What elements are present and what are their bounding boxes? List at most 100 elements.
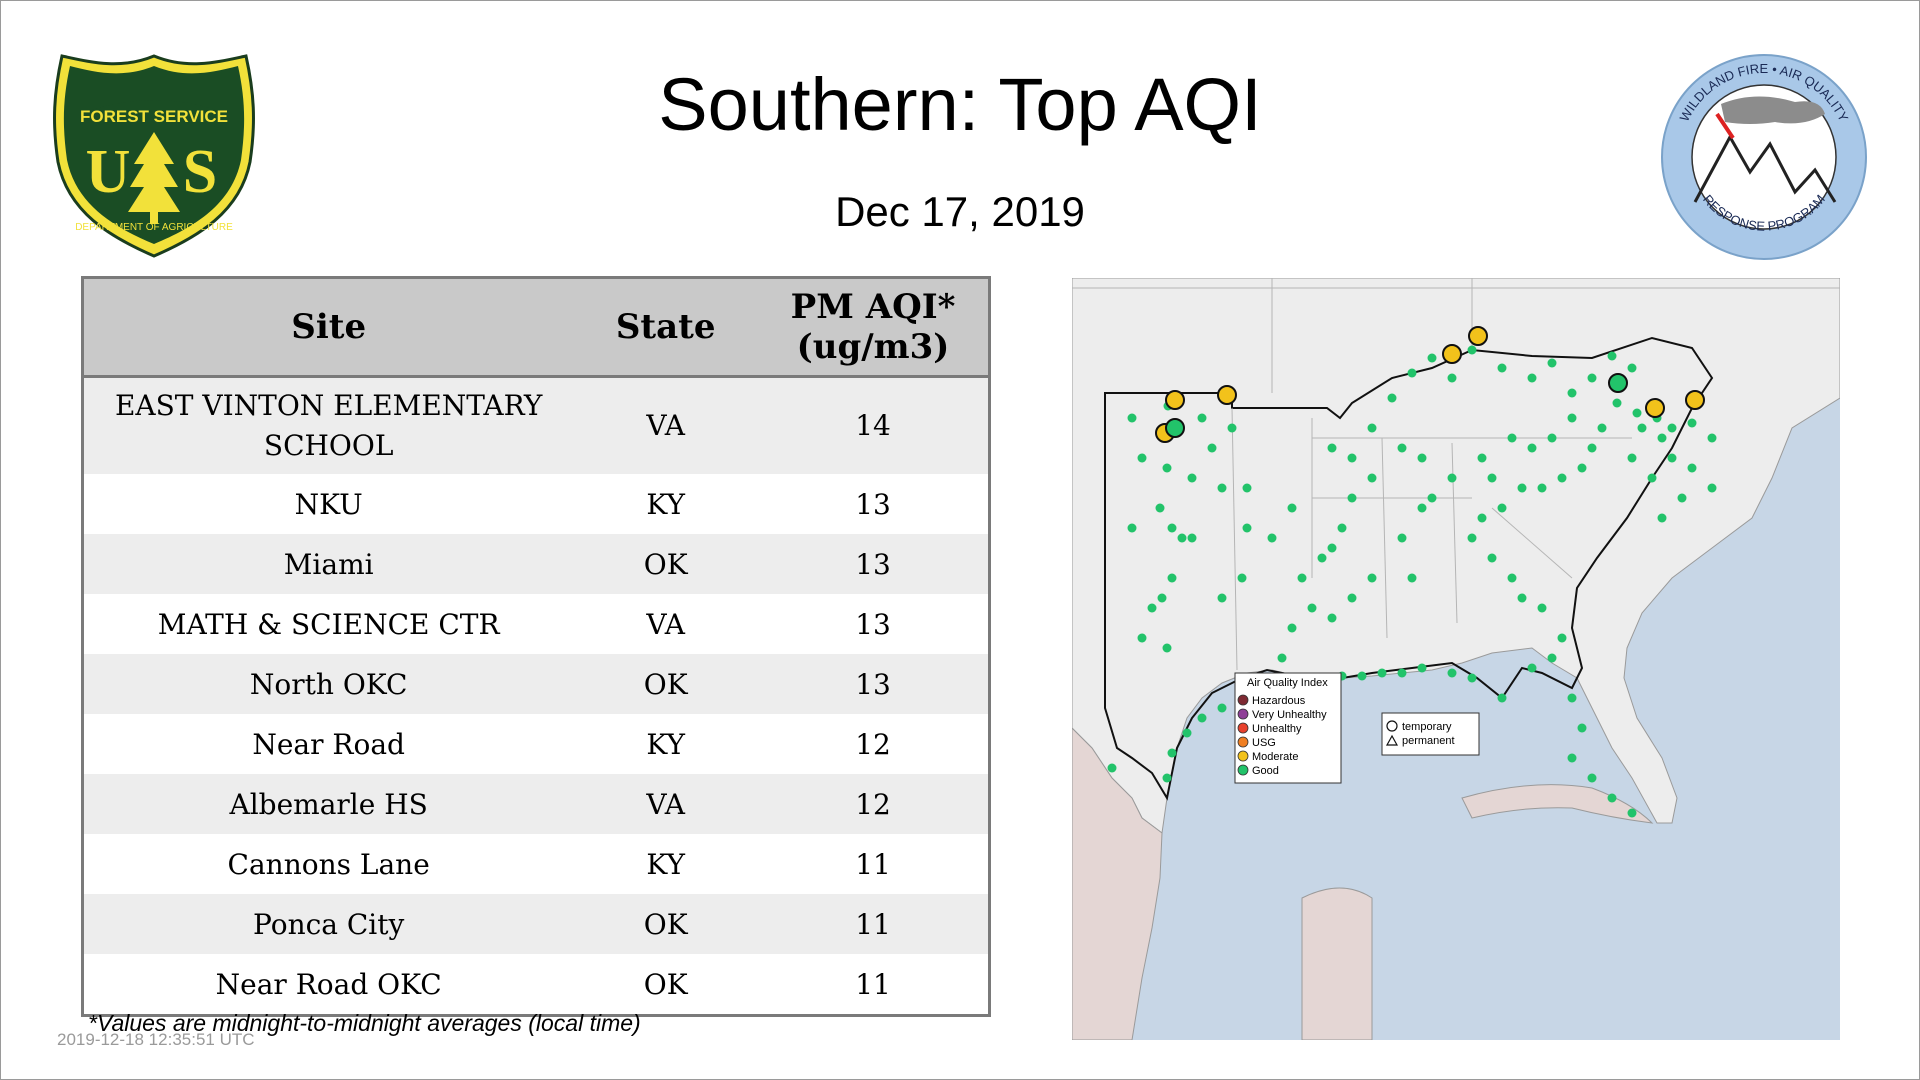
legend-items: Hazardous Very Unhealthy Unhealthy USG Moder… bbox=[1237, 694, 1327, 777]
state-cell: VA bbox=[573, 376, 759, 474]
monitor-dot-good bbox=[1567, 753, 1577, 763]
monitor-dot-good bbox=[1267, 533, 1277, 543]
monitor-dot-good bbox=[1417, 453, 1427, 463]
state-lines bbox=[1072, 278, 1840, 671]
monitor-temporary-good bbox=[1608, 373, 1628, 393]
monitor-temporary-good bbox=[1165, 418, 1185, 438]
monitor-dot-good bbox=[1327, 543, 1337, 553]
legend-permanent: permanent bbox=[1402, 735, 1455, 747]
table-row: Cannons Lane KY 11 bbox=[82, 834, 990, 894]
aqi-legend: Air Quality Index Hazardous Very Unhealth… bbox=[1234, 672, 1342, 784]
header-pm-aqi: PM AQI* (ug/m3) bbox=[758, 277, 990, 378]
monitor-dot-good bbox=[1587, 443, 1597, 453]
monitor-dot-good bbox=[1637, 423, 1647, 433]
monitor-dot-good bbox=[1427, 493, 1437, 503]
monitor-dot-good bbox=[1157, 593, 1167, 603]
monitor-dot-good bbox=[1162, 643, 1172, 653]
monitor-dot-good bbox=[1162, 463, 1172, 473]
monitor-dot-good bbox=[1177, 533, 1187, 543]
state-cell: VA bbox=[573, 594, 759, 654]
monitor-temporary-moderate bbox=[1165, 390, 1185, 410]
aqi-map: Air Quality Index Hazardous Very Unhealth… bbox=[1072, 278, 1840, 1040]
monitor-dot-good bbox=[1687, 463, 1697, 473]
monitor-dot-good bbox=[1367, 423, 1377, 433]
header-pm-aqi-line1: PM AQI* bbox=[790, 287, 956, 327]
monitor-dot-good bbox=[1217, 703, 1227, 713]
legend-label: Good bbox=[1252, 765, 1279, 777]
monitor-dot-good bbox=[1407, 368, 1417, 378]
monitor-dot-good bbox=[1107, 763, 1117, 773]
monitor-dot-good bbox=[1187, 473, 1197, 483]
monitor-dot-good bbox=[1197, 413, 1207, 423]
monitor-dot-good bbox=[1557, 633, 1567, 643]
monitor-dot-good bbox=[1357, 671, 1367, 681]
monitor-dot-good bbox=[1327, 443, 1337, 453]
monitor-dot-good bbox=[1547, 358, 1557, 368]
monitor-dot-good bbox=[1167, 523, 1177, 533]
monitor-dot-good bbox=[1447, 668, 1457, 678]
region-outline bbox=[1104, 336, 1714, 801]
monitor-dot-good bbox=[1667, 423, 1677, 433]
monitor-dot-good bbox=[1567, 413, 1577, 423]
page-title: Southern: Top AQI bbox=[658, 63, 1262, 146]
monitor-dot-good bbox=[1627, 808, 1637, 818]
monitor-dot-good bbox=[1155, 503, 1165, 513]
monitor-dot-good bbox=[1497, 503, 1507, 513]
aqi-cell: 11 bbox=[758, 834, 990, 894]
monitor-temporary-moderate bbox=[1217, 385, 1237, 405]
monitor-dot-good bbox=[1567, 693, 1577, 703]
site-cell: EAST VINTON ELEMENTARY SCHOOL bbox=[82, 376, 574, 474]
monitor-temporary-moderate bbox=[1645, 398, 1665, 418]
legend-temporary: temporary bbox=[1402, 721, 1452, 733]
monitor-dot-good bbox=[1627, 453, 1637, 463]
site-cell: Albemarle HS bbox=[82, 774, 574, 834]
site-cell: Miami bbox=[82, 534, 574, 594]
state-cell: OK bbox=[573, 954, 759, 1016]
monitor-dot-good bbox=[1517, 593, 1527, 603]
monitor-dot-good bbox=[1567, 388, 1577, 398]
monitor-dot-good bbox=[1237, 573, 1247, 583]
svg-text:DEPARTMENT OF AGRICULTURE: DEPARTMENT OF AGRICULTURE bbox=[75, 222, 233, 233]
temporary-circle-icon bbox=[1386, 720, 1398, 732]
monitor-dot-good bbox=[1477, 453, 1487, 463]
monitor-dot-good bbox=[1587, 773, 1597, 783]
site-cell: MATH & SCIENCE CTR bbox=[82, 594, 574, 654]
header-state: State bbox=[573, 277, 759, 378]
monitor-dot-good bbox=[1347, 493, 1357, 503]
aqi-cell: 12 bbox=[758, 714, 990, 774]
header-pm-aqi-line2: (ug/m3) bbox=[796, 327, 950, 367]
report-date: Dec 17, 2019 bbox=[835, 188, 1085, 235]
state-cell: KY bbox=[573, 834, 759, 894]
wildland-fire-air-quality-logo: WILDLAND FIRE • AIR QUALITY RESPONSE PRO… bbox=[1661, 54, 1867, 260]
monitor-dot-good bbox=[1517, 483, 1527, 493]
monitor-dot-good bbox=[1537, 603, 1547, 613]
yucatan-land bbox=[1301, 887, 1373, 1040]
monitor-dot-good bbox=[1477, 513, 1487, 523]
table-row: EAST VINTON ELEMENTARY SCHOOL VA 14 bbox=[82, 376, 990, 474]
legend-label: Hazardous bbox=[1252, 695, 1306, 707]
footnote: *Values are midnight-to-midnight average… bbox=[88, 1010, 641, 1036]
legend-swatch-good bbox=[1237, 764, 1249, 776]
state-cell: KY bbox=[573, 474, 759, 534]
table-row: North OKC OK 13 bbox=[82, 654, 990, 714]
site-cell: Ponca City bbox=[82, 894, 574, 954]
monitor-dot-good bbox=[1207, 443, 1217, 453]
monitor-dot-good bbox=[1407, 573, 1417, 583]
monitor-dot-good bbox=[1707, 483, 1717, 493]
monitor-dot-good bbox=[1397, 533, 1407, 543]
monitor-dot-good bbox=[1187, 533, 1197, 543]
monitor-dot-good bbox=[1707, 433, 1717, 443]
forest-service-shield-logo: FOREST SERVICE U S DEPARTMENT OF AGRICUL… bbox=[53, 54, 255, 258]
monitor-dot-good bbox=[1547, 653, 1557, 663]
cuba-land bbox=[1461, 784, 1654, 824]
monitor-dot-good bbox=[1242, 483, 1252, 493]
monitor-dot-good bbox=[1287, 503, 1297, 513]
monitor-dot-good bbox=[1217, 593, 1227, 603]
monitor-dot-good bbox=[1347, 593, 1357, 603]
legend-swatch-usg bbox=[1237, 736, 1249, 748]
monitor-dot-good bbox=[1217, 483, 1227, 493]
monitor-dot-good bbox=[1427, 353, 1437, 363]
monitor-dot-good bbox=[1137, 633, 1147, 643]
aqi-cell: 11 bbox=[758, 894, 990, 954]
aqi-table: Site State PM AQI* (ug/m3) EAST VINTON E… bbox=[81, 276, 991, 1017]
